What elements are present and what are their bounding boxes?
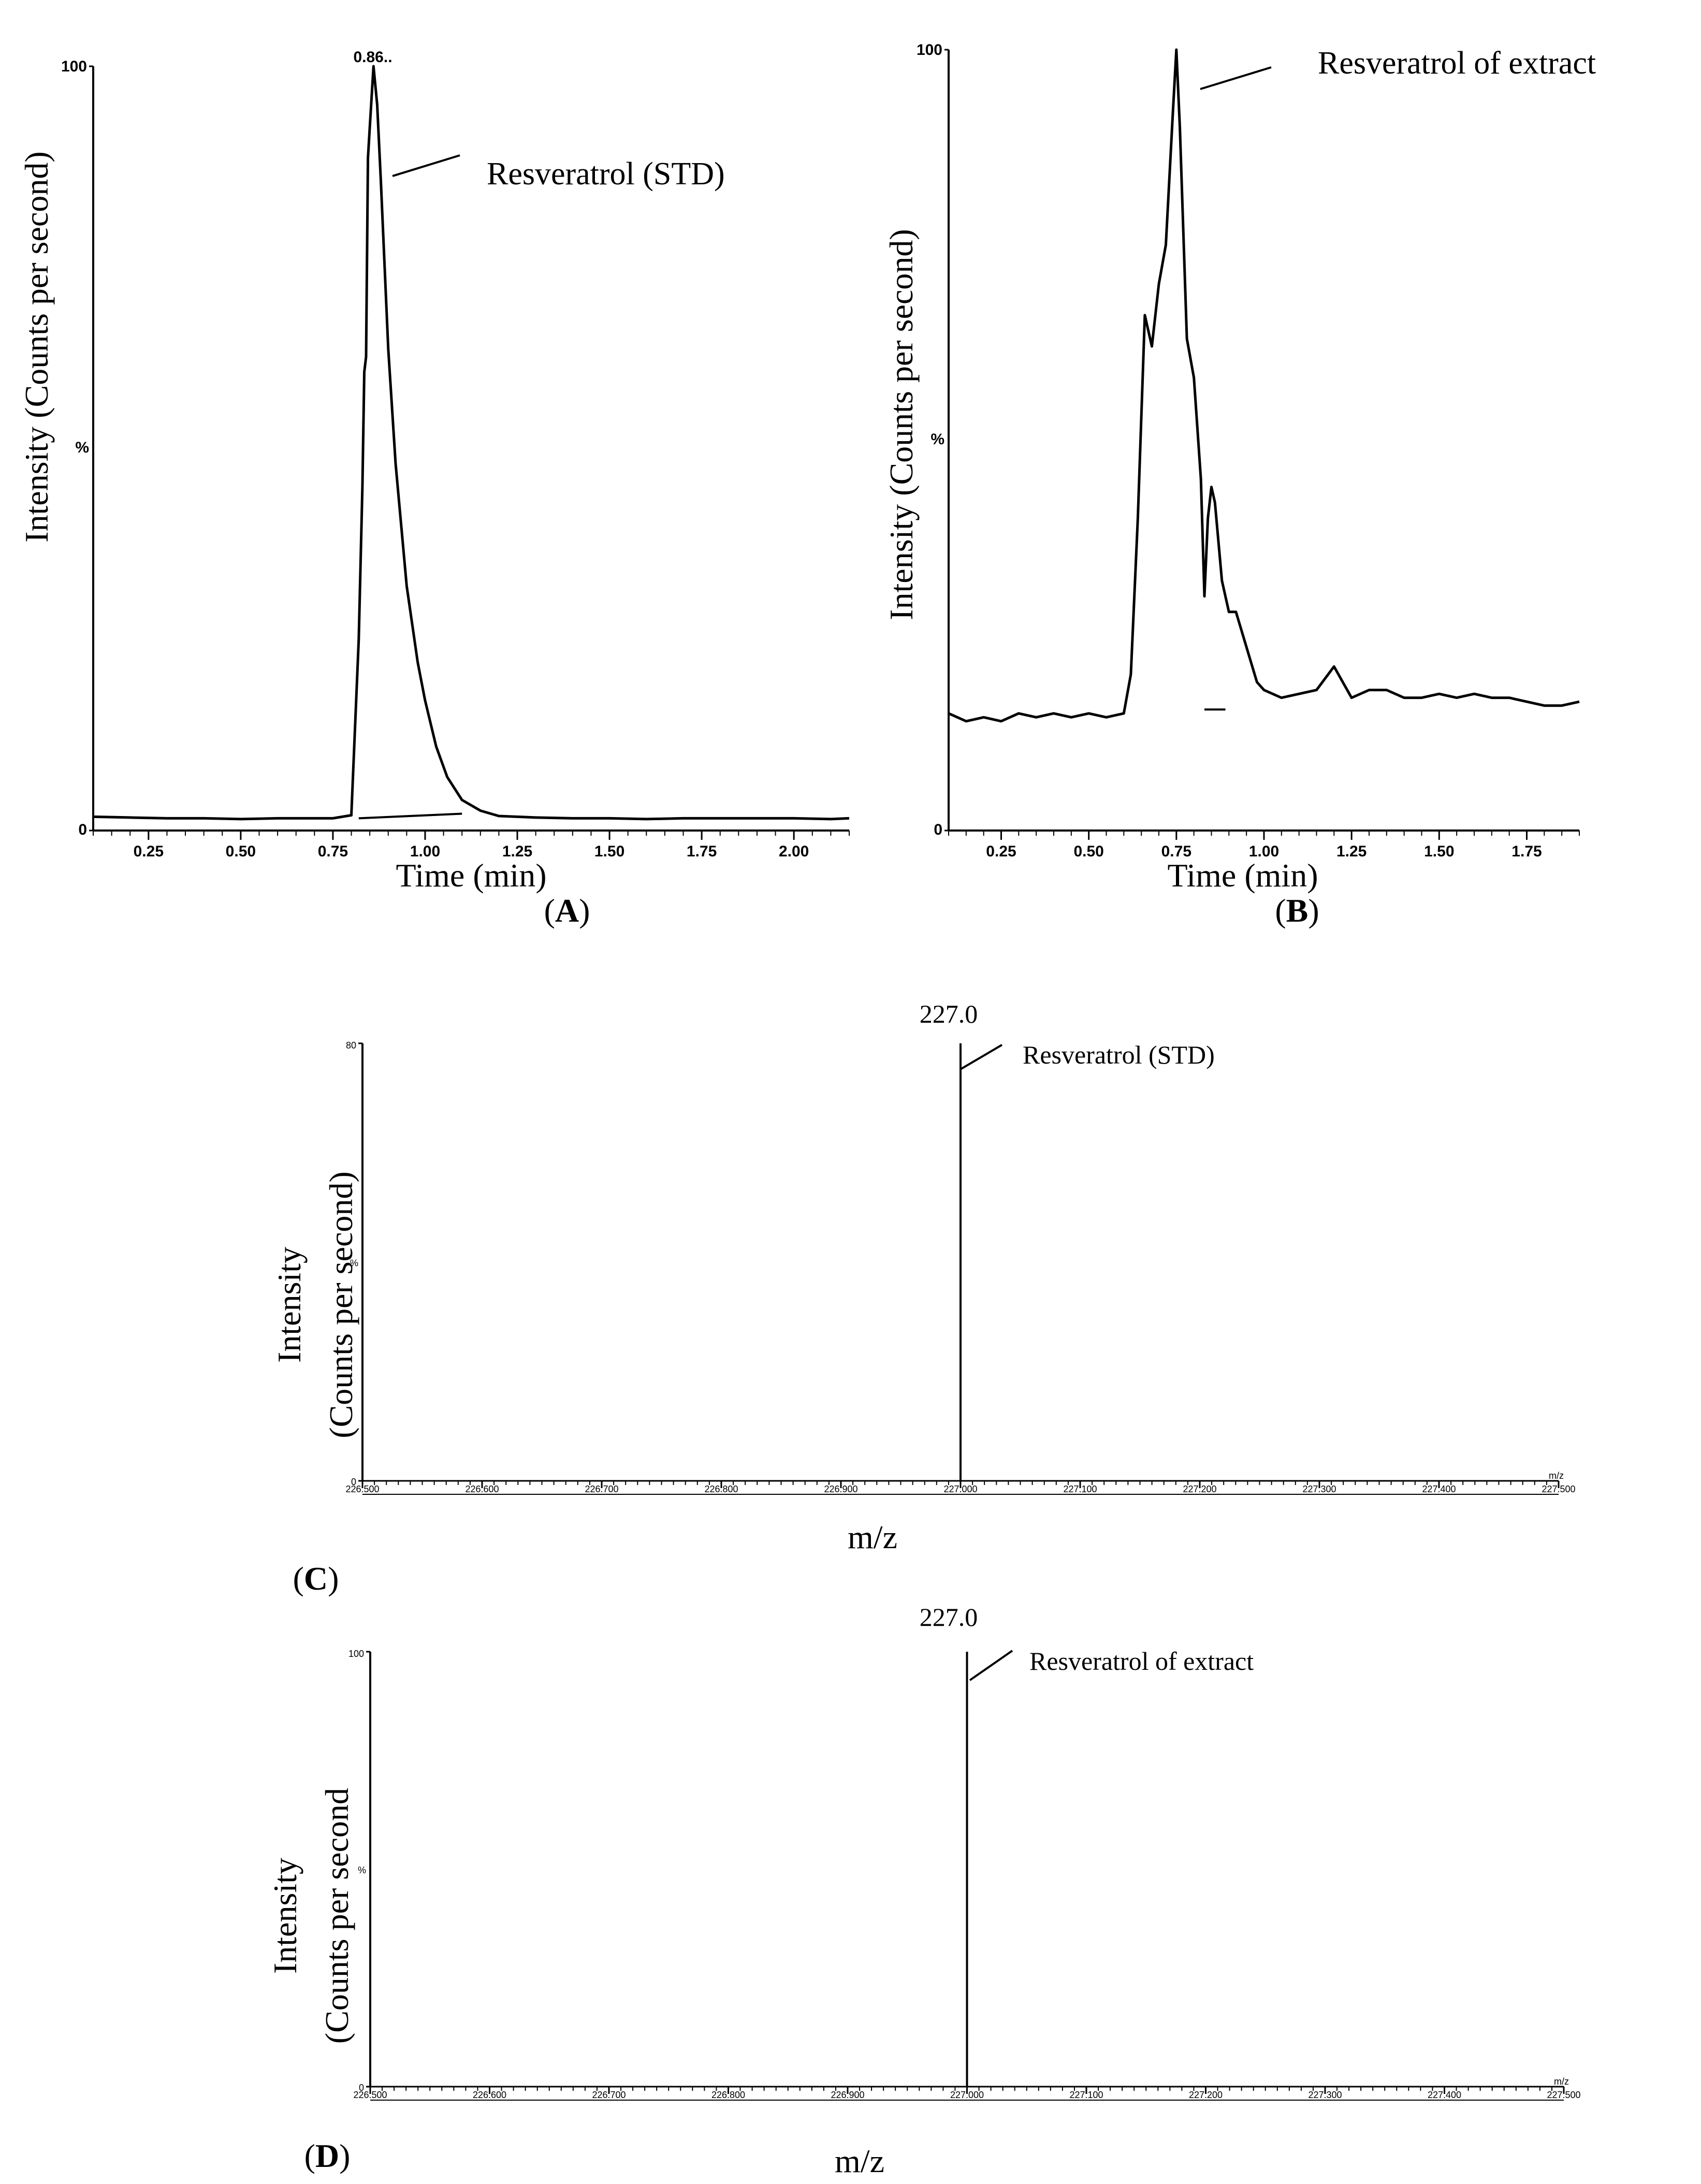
x-tick-label: 1.25 bbox=[1336, 843, 1366, 860]
x-tick-label: 227.000 bbox=[943, 1484, 977, 1494]
x-tick-label: 226.800 bbox=[711, 2090, 745, 2100]
panel-d: 226.500 226.600 226.700 226.800 226.900 227.0… bbox=[267, 1603, 1581, 2179]
annotation-label: Resveratrol (STD) bbox=[1023, 1040, 1215, 1069]
x-tick-label: 1.50 bbox=[594, 843, 624, 860]
annotation-label: Resveratrol of extract bbox=[1029, 1647, 1254, 1676]
panel-label: (B) bbox=[1275, 892, 1319, 929]
x-tick-label: 227.200 bbox=[1189, 2090, 1223, 2100]
x-unit-label: m/z bbox=[1549, 1470, 1564, 1481]
x-tick-label: 227.400 bbox=[1422, 1484, 1456, 1494]
x-tick-label: 226.600 bbox=[473, 2090, 506, 2100]
peak-label: 0.86.. bbox=[353, 49, 392, 66]
x-tick-label: 1.50 bbox=[1424, 843, 1454, 860]
panel-label: (D) bbox=[304, 2137, 351, 2174]
x-tick-label: 0.75 bbox=[318, 843, 348, 860]
x-tick-label: 227.000 bbox=[950, 2090, 984, 2100]
annotation-leader bbox=[392, 154, 460, 177]
panel-label: (C) bbox=[293, 1560, 339, 1597]
x-tick-label: 226.600 bbox=[465, 1484, 499, 1494]
x-tick-label: 1.25 bbox=[502, 843, 532, 860]
x-tick-label: 0.50 bbox=[226, 843, 256, 860]
x-tick-label: 226.900 bbox=[831, 2090, 864, 2100]
y-tick-label: 100 bbox=[917, 41, 942, 59]
x-tick-label: 1.00 bbox=[1249, 843, 1279, 860]
panel-letter: A bbox=[555, 892, 579, 929]
x-tick-label: 226.700 bbox=[585, 1484, 618, 1494]
y-tick-label: 100 bbox=[348, 1649, 364, 1659]
x-axis-title: Time (min) bbox=[396, 857, 547, 894]
y-axis-title: Intensity (Counts per second) bbox=[18, 151, 55, 542]
y-tick-label: 0 bbox=[351, 1477, 356, 1487]
y-tick-label: 80 bbox=[346, 1040, 356, 1051]
x-tick-label: 227.200 bbox=[1183, 1484, 1216, 1494]
x-tick-label: 227.300 bbox=[1308, 2090, 1342, 2100]
x-tick-label: 226.700 bbox=[592, 2090, 626, 2100]
y-tick-label: 0 bbox=[359, 2083, 364, 2093]
x-axis-title: Time (min) bbox=[1168, 857, 1318, 894]
y-tick-label: 0 bbox=[934, 821, 942, 838]
panel-b: 0.25 0.50 0.75 1.00 1.25 1.50 1.75 0 100% Resvera… bbox=[883, 41, 1596, 929]
y-axis-title: Intensity (Counts per second) bbox=[883, 229, 920, 620]
x-tick-label: 2.00 bbox=[779, 843, 809, 860]
y-axis-title-line2: (Counts per second) bbox=[323, 1171, 359, 1438]
x-tick-label: 226.900 bbox=[824, 1484, 857, 1494]
x-tick-label: 227.400 bbox=[1428, 2090, 1461, 2100]
y-percent-mark: % bbox=[350, 1258, 358, 1269]
y-tick-label: 100 bbox=[61, 58, 87, 75]
annotation-leader bbox=[969, 1650, 1013, 1681]
panel-label: (A) bbox=[544, 892, 590, 929]
x-tick-label: 0.75 bbox=[1161, 843, 1191, 860]
y-axis-title-line1: Intensity bbox=[267, 1858, 303, 1974]
x-tick-label: 227.500 bbox=[1542, 1484, 1575, 1494]
peak-label: 227.0 bbox=[920, 1603, 978, 1632]
y-axis-title-line2: (Counts per second bbox=[318, 1788, 355, 2044]
x-tick-label: 227.100 bbox=[1063, 1484, 1097, 1494]
x-tick-label: 0.25 bbox=[134, 843, 164, 860]
panel-letter: C bbox=[304, 1560, 328, 1597]
panel-c: 226.500 226.600 226.700 226.800 226.900 227.0… bbox=[271, 999, 1576, 1597]
x-tick-label: 226.500 bbox=[353, 2090, 387, 2100]
x-tick-label: 226.500 bbox=[345, 1484, 379, 1494]
panel-a: 0.25 0.50 0.75 1.00 1.25 1.50 1.75 2.00 0 100% 0.8… bbox=[18, 49, 850, 929]
annotation-label: Resveratrol of extract bbox=[1318, 46, 1596, 81]
annotation-leader bbox=[959, 1044, 1003, 1070]
baseline-line bbox=[358, 812, 462, 820]
annotation-label: Resveratrol (STD) bbox=[487, 156, 725, 192]
x-tick-label: 1.75 bbox=[687, 843, 717, 860]
y-percent-mark: % bbox=[358, 1865, 366, 1875]
series-line bbox=[948, 48, 1580, 723]
x-tick-label: 0.50 bbox=[1073, 843, 1103, 860]
x-tick-label: 0.25 bbox=[986, 843, 1016, 860]
x-unit-label: m/z bbox=[1554, 2076, 1569, 2087]
x-tick-label: 227.300 bbox=[1302, 1484, 1336, 1494]
y-axis-title-line1: Intensity bbox=[271, 1247, 308, 1363]
x-tick-label: 226.800 bbox=[704, 1484, 738, 1494]
panel-letter: B bbox=[1286, 892, 1309, 929]
y-tick-label: 0 bbox=[78, 821, 87, 838]
y-percent-mark: % bbox=[931, 431, 944, 448]
annotation-leader bbox=[1200, 66, 1272, 90]
peak-label: 227.0 bbox=[920, 999, 978, 1028]
panel-letter: D bbox=[315, 2137, 339, 2174]
x-tick-label: 227.500 bbox=[1547, 2090, 1580, 2100]
x-tick-label: 227.100 bbox=[1069, 2090, 1103, 2100]
y-percent-mark: % bbox=[75, 439, 89, 456]
x-tick-label: 1.00 bbox=[410, 843, 440, 860]
series-line bbox=[93, 65, 850, 821]
x-axis-title: m/z bbox=[848, 1519, 897, 1555]
x-axis-title: m/z bbox=[835, 2143, 884, 2179]
x-tick-label: 1.75 bbox=[1511, 843, 1542, 860]
